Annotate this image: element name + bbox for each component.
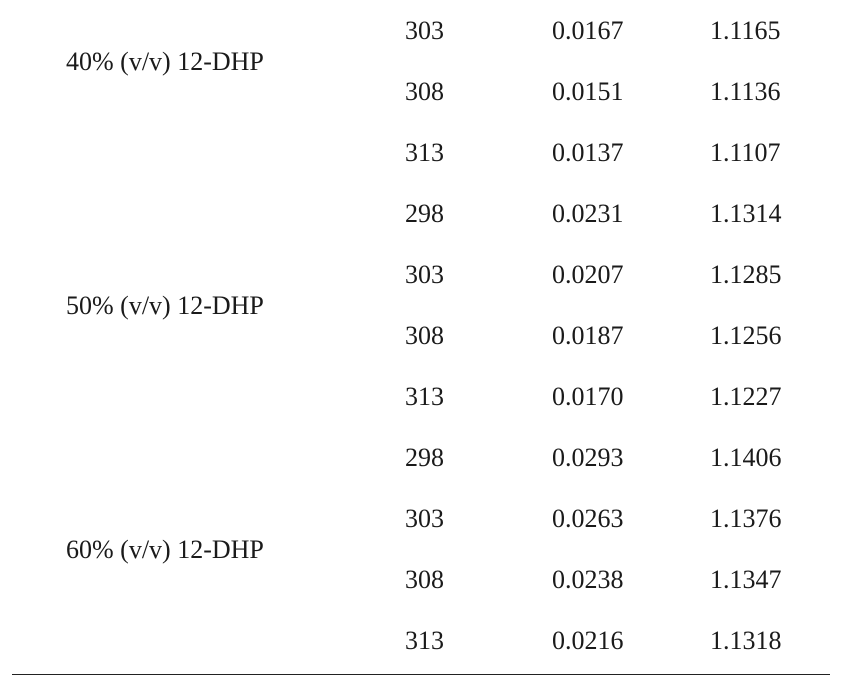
temperature-cell: 313 — [405, 626, 444, 655]
temperature-cell: 303 — [405, 504, 444, 533]
temperature-cell: 303 — [405, 260, 444, 289]
value-cell: 1.1314 — [710, 199, 782, 228]
temperature-cell: 303 — [405, 16, 444, 45]
value-cell: 0.0231 — [552, 199, 624, 228]
value-cell: 0.0137 — [552, 138, 624, 167]
value-cell: 1.1376 — [710, 504, 782, 533]
value-cell: 1.1347 — [710, 565, 782, 594]
temperature-cell: 308 — [405, 77, 444, 106]
temperature-cell: 308 — [405, 321, 444, 350]
temperature-cell: 308 — [405, 565, 444, 594]
value-cell: 1.1406 — [710, 443, 782, 472]
value-cell: 1.1136 — [710, 77, 781, 106]
temperature-cell: 298 — [405, 199, 444, 228]
value-cell: 0.0216 — [552, 626, 624, 655]
value-cell: 0.0170 — [552, 382, 624, 411]
value-cell: 0.0187 — [552, 321, 624, 350]
value-cell: 0.0151 — [552, 77, 624, 106]
group-label: 50% (v/v) 12-DHP — [66, 290, 264, 320]
group-label: 60% (v/v) 12-DHP — [66, 534, 264, 564]
value-cell: 1.1165 — [710, 16, 781, 45]
group-label: 40% (v/v) 12-DHP — [66, 46, 264, 76]
value-cell: 1.1227 — [710, 382, 782, 411]
table-bottom-rule — [12, 674, 830, 675]
value-cell: 1.1318 — [710, 626, 782, 655]
value-cell: 1.1256 — [710, 321, 782, 350]
value-cell: 1.1285 — [710, 260, 782, 289]
value-cell: 0.0167 — [552, 16, 624, 45]
temperature-cell: 313 — [405, 138, 444, 167]
value-cell: 1.1107 — [710, 138, 781, 167]
value-cell: 0.0263 — [552, 504, 624, 533]
value-cell: 0.0293 — [552, 443, 624, 472]
value-cell: 0.0238 — [552, 565, 624, 594]
temperature-cell: 313 — [405, 382, 444, 411]
value-cell: 0.0207 — [552, 260, 624, 289]
temperature-cell: 298 — [405, 443, 444, 472]
